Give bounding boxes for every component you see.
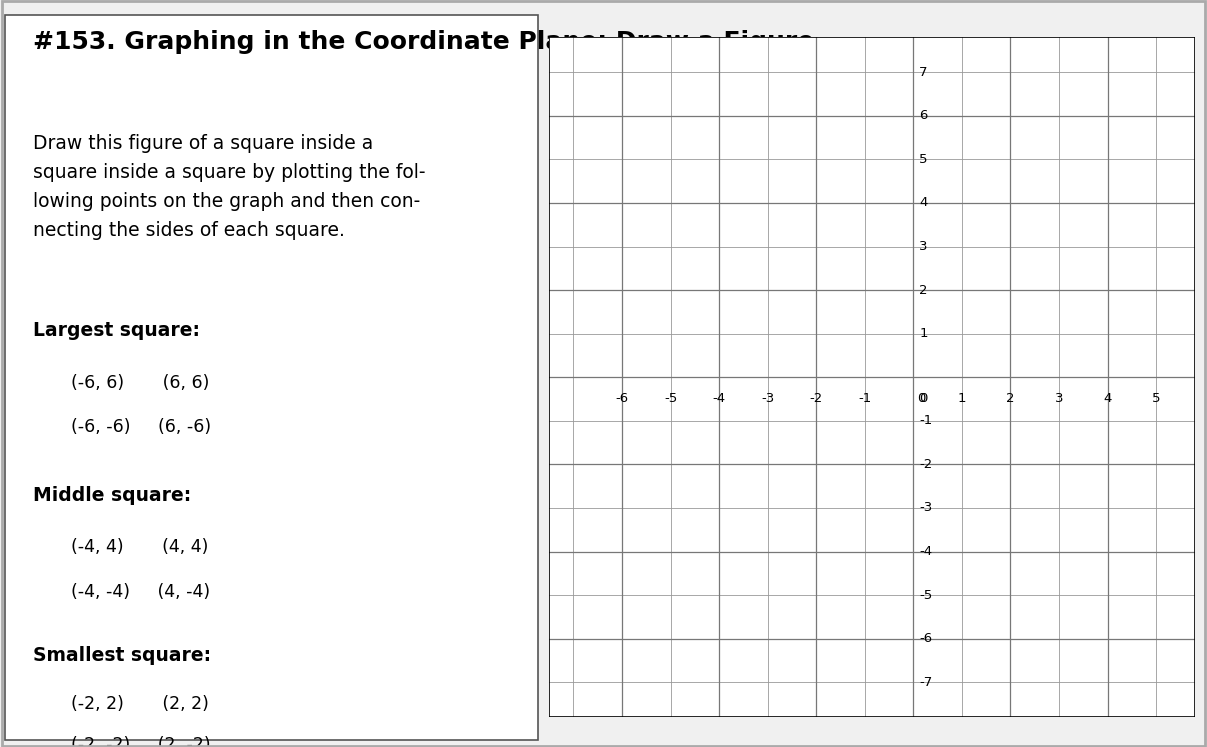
Text: -5: -5 (920, 589, 932, 601)
Text: 1: 1 (957, 392, 966, 406)
Text: 2: 2 (920, 284, 928, 297)
Text: Middle square:: Middle square: (33, 486, 191, 504)
Text: -3: -3 (762, 392, 775, 406)
Text: -7: -7 (920, 676, 932, 689)
Text: 3: 3 (920, 240, 928, 253)
Text: Largest square:: Largest square: (33, 321, 200, 340)
Text: 0: 0 (920, 392, 927, 406)
Text: 6: 6 (920, 109, 927, 123)
Text: -6: -6 (616, 392, 629, 406)
Text: #153. Graphing in the Coordinate Plane: Draw a Figure: #153. Graphing in the Coordinate Plane: … (33, 30, 815, 54)
Text: (-4, 4)       (4, 4): (-4, 4) (4, 4) (71, 538, 209, 556)
Text: 7: 7 (920, 66, 928, 78)
Text: -1: -1 (920, 415, 932, 427)
Text: -6: -6 (920, 632, 932, 645)
Text: 4: 4 (1103, 392, 1112, 406)
Text: -3: -3 (920, 501, 932, 515)
Text: (-2, -2)     (2, -2): (-2, -2) (2, -2) (71, 736, 211, 747)
Text: 5: 5 (920, 153, 928, 166)
Text: 2: 2 (1007, 392, 1015, 406)
Text: (-6, -6)     (6, -6): (-6, -6) (6, -6) (71, 418, 211, 436)
Text: (-4, -4)     (4, -4): (-4, -4) (4, -4) (71, 583, 210, 601)
Text: Draw this figure of a square inside a
square inside a square by plotting the fol: Draw this figure of a square inside a sq… (33, 134, 425, 240)
Text: -4: -4 (920, 545, 932, 558)
Text: (-6, 6)       (6, 6): (-6, 6) (6, 6) (71, 374, 210, 391)
Text: 1: 1 (920, 327, 928, 340)
Text: Smallest square:: Smallest square: (33, 646, 211, 665)
Text: -2: -2 (920, 458, 932, 471)
Text: -2: -2 (810, 392, 823, 406)
Text: (-2, 2)       (2, 2): (-2, 2) (2, 2) (71, 695, 209, 713)
Text: 0: 0 (917, 392, 926, 406)
Text: 5: 5 (1151, 392, 1160, 406)
Text: 4: 4 (920, 196, 927, 209)
Text: -5: -5 (664, 392, 677, 406)
Text: -4: -4 (712, 392, 725, 406)
Text: 3: 3 (1055, 392, 1063, 406)
Text: -1: -1 (858, 392, 871, 406)
